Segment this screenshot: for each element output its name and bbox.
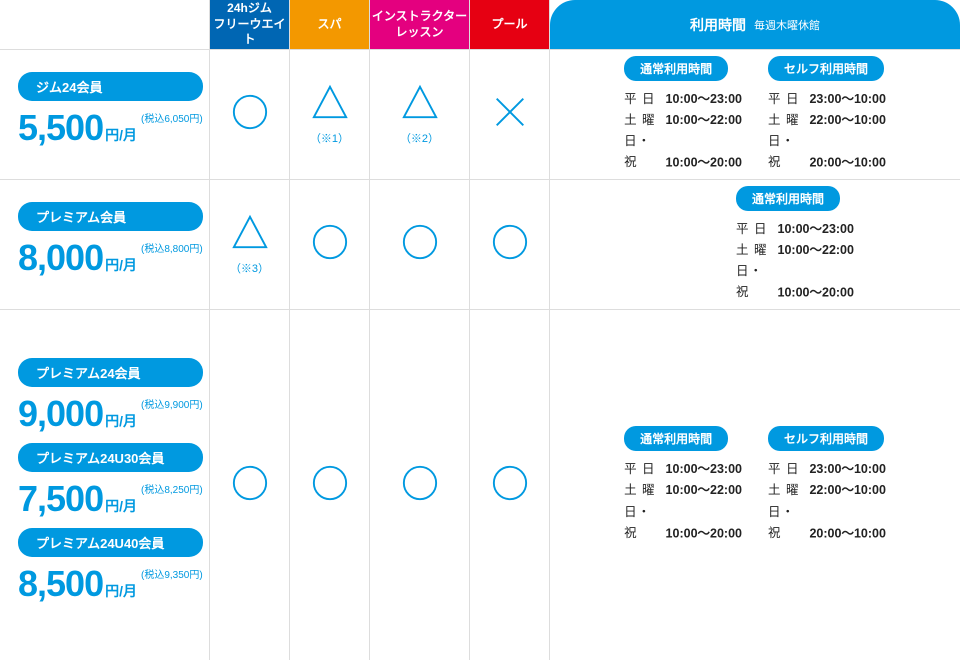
facility-header: 24hジムフリーウエイト (210, 0, 290, 50)
corner (0, 0, 210, 50)
plan-block: プレミアム会員 8,000円/月(税込8,800円) (18, 202, 203, 279)
hours-title-pill: 通常利用時間 (624, 56, 728, 81)
hours-line: 日・祝 10:00〜20:00 (624, 502, 742, 545)
availability-cell (470, 310, 550, 660)
plan-cell: ジム24会員 5,500円/月(税込6,050円) (0, 50, 210, 180)
hours-line: 土 曜 10:00〜22:00 (624, 480, 742, 501)
availability-cell (290, 310, 370, 660)
plan-price: 9,000円/月(税込9,900円) (18, 393, 203, 435)
plan-block: プレミアム24U40会員 8,500円/月(税込9,350円) (18, 528, 203, 605)
mark-note: （※2） (400, 130, 439, 146)
availability-cell (210, 50, 290, 180)
hours-row: 通常利用時間平 日 10:00〜23:00土 曜 10:00〜22:00日・祝 … (656, 186, 854, 304)
hours-line: 日・祝 20:00〜10:00 (768, 502, 886, 545)
hours-row: 通常利用時間平 日 10:00〜23:00土 曜 10:00〜22:00日・祝 … (624, 426, 886, 544)
triangle-icon (401, 83, 439, 126)
availability-cell (210, 310, 290, 660)
hours-line: 土 曜 22:00〜10:00 (768, 480, 886, 501)
plan-block: ジム24会員 5,500円/月(税込6,050円) (18, 72, 203, 149)
hours-col: 通常利用時間平 日 10:00〜23:00土 曜 10:00〜22:00日・祝 … (624, 426, 742, 544)
hours-col: 通常利用時間平 日 10:00〜23:00土 曜 10:00〜22:00日・祝 … (624, 56, 742, 174)
availability-cell: （※3） (210, 180, 290, 310)
plan-cell: プレミアム24会員 9,000円/月(税込9,900円) プレミアム24U30会員 7… (0, 310, 210, 660)
plan-name-pill: プレミアム24会員 (18, 358, 203, 387)
time-header: 利用時間毎週木曜休館 (550, 0, 960, 50)
hours-line: 平 日 10:00〜23:00 (736, 219, 854, 240)
plan-cell: プレミアム会員 8,000円/月(税込8,800円) (0, 180, 210, 310)
hours-cell: 通常利用時間平 日 10:00〜23:00土 曜 10:00〜22:00日・祝 … (550, 310, 960, 660)
facility-header-label: プール (470, 0, 549, 49)
availability-cell: （※1） (290, 50, 370, 180)
pricing-table: 24hジムフリーウエイトスパインストラクターレッスンプール利用時間毎週木曜休館ジ… (0, 0, 960, 660)
availability-cell (470, 50, 550, 180)
plan-price: 7,500円/月(税込8,250円) (18, 478, 203, 520)
availability-cell: （※2） (370, 50, 470, 180)
hours-line: 土 曜 10:00〜22:00 (736, 240, 854, 261)
availability-cell (470, 180, 550, 310)
circle-icon (231, 464, 269, 507)
hours-line: 日・祝 10:00〜20:00 (736, 261, 854, 304)
circle-icon (401, 464, 439, 507)
facility-header-label: スパ (290, 0, 369, 49)
circle-icon (491, 223, 529, 266)
hours-row: 通常利用時間平 日 10:00〜23:00土 曜 10:00〜22:00日・祝 … (624, 56, 886, 174)
hours-col: セルフ利用時間平 日 23:00〜10:00土 曜 22:00〜10:00日・祝… (768, 56, 886, 174)
hours-title-pill: セルフ利用時間 (768, 426, 884, 451)
plan-block: プレミアム24U30会員 7,500円/月(税込8,250円) (18, 443, 203, 520)
plan-price: 8,500円/月(税込9,350円) (18, 563, 203, 605)
plan-block: プレミアム24会員 9,000円/月(税込9,900円) (18, 358, 203, 435)
facility-header: プール (470, 0, 550, 50)
hours-line: 平 日 23:00〜10:00 (768, 89, 886, 110)
circle-icon (491, 464, 529, 507)
plan-name-pill: プレミアム24U40会員 (18, 528, 203, 557)
hours-title-pill: 通常利用時間 (736, 186, 840, 211)
facility-header: インストラクターレッスン (370, 0, 470, 50)
facility-header-label: インストラクターレッスン (370, 0, 469, 49)
facility-header: スパ (290, 0, 370, 50)
hours-line: 平 日 10:00〜23:00 (624, 89, 742, 110)
hours-line: 平 日 10:00〜23:00 (624, 459, 742, 480)
mark-note: （※1） (310, 130, 349, 146)
circle-icon (401, 223, 439, 266)
hours-line: 土 曜 10:00〜22:00 (624, 110, 742, 131)
plan-name-pill: プレミアム24U30会員 (18, 443, 203, 472)
hours-line: 日・祝 10:00〜20:00 (624, 131, 742, 174)
hours-cell: 通常利用時間平 日 10:00〜23:00土 曜 10:00〜22:00日・祝 … (550, 50, 960, 180)
plan-price: 8,000円/月(税込8,800円) (18, 237, 203, 279)
hours-line: 日・祝 20:00〜10:00 (768, 131, 886, 174)
plan-price: 5,500円/月(税込6,050円) (18, 107, 203, 149)
hours-line: 土 曜 22:00〜10:00 (768, 110, 886, 131)
time-header-inner: 利用時間毎週木曜休館 (550, 0, 960, 49)
facility-header-label: 24hジムフリーウエイト (210, 0, 289, 49)
availability-cell (290, 180, 370, 310)
hours-title-pill: セルフ利用時間 (768, 56, 884, 81)
circle-icon (311, 464, 349, 507)
cross-icon (491, 93, 529, 136)
grid: 24hジムフリーウエイトスパインストラクターレッスンプール利用時間毎週木曜休館ジ… (0, 0, 960, 660)
plan-name-pill: ジム24会員 (18, 72, 203, 101)
triangle-icon (311, 83, 349, 126)
hours-cell: 通常利用時間平 日 10:00〜23:00土 曜 10:00〜22:00日・祝 … (550, 180, 960, 310)
plan-name-pill: プレミアム会員 (18, 202, 203, 231)
availability-cell (370, 310, 470, 660)
hours-line: 平 日 23:00〜10:00 (768, 459, 886, 480)
hours-title-pill: 通常利用時間 (624, 426, 728, 451)
hours-col: セルフ利用時間平 日 23:00〜10:00土 曜 22:00〜10:00日・祝… (768, 426, 886, 544)
circle-icon (231, 93, 269, 136)
hours-col: 通常利用時間平 日 10:00〜23:00土 曜 10:00〜22:00日・祝 … (736, 186, 854, 304)
mark-note: （※3） (230, 260, 269, 276)
circle-icon (311, 223, 349, 266)
availability-cell (370, 180, 470, 310)
triangle-icon (231, 213, 269, 256)
